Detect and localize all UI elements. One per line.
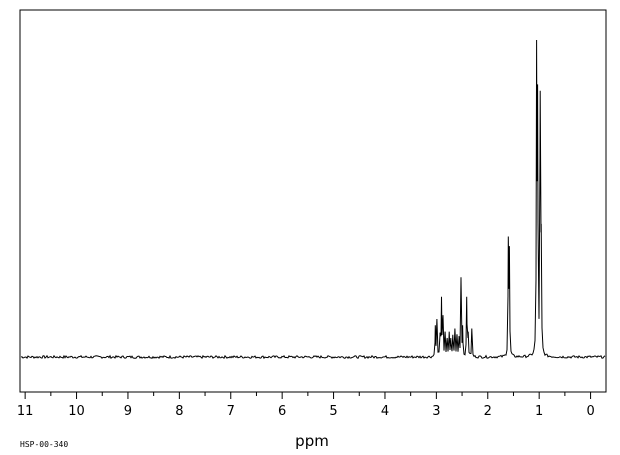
tick-label: 2 — [484, 404, 492, 419]
tick-label: 0 — [586, 404, 594, 419]
spectrum-id-label: HSP-00-340 — [20, 440, 68, 449]
tick-label: 10 — [68, 404, 85, 419]
spectrum-trace — [20, 39, 606, 360]
plot-frame — [19, 9, 607, 393]
tick-label: 11 — [17, 404, 34, 419]
tick-label: 4 — [381, 404, 389, 419]
x-axis-title: ppm — [295, 432, 329, 450]
tick-label: 8 — [175, 404, 183, 419]
tick-label: 3 — [432, 404, 440, 419]
tick-label: 9 — [124, 404, 132, 419]
tick-label: 1 — [535, 404, 543, 419]
x-axis-ticks: 11 10 9 8 7 6 5 4 3 2 1 0 — [17, 392, 595, 419]
tick-label: 6 — [278, 404, 286, 419]
tick-label: 7 — [227, 404, 235, 419]
tick-label: 5 — [329, 404, 337, 419]
